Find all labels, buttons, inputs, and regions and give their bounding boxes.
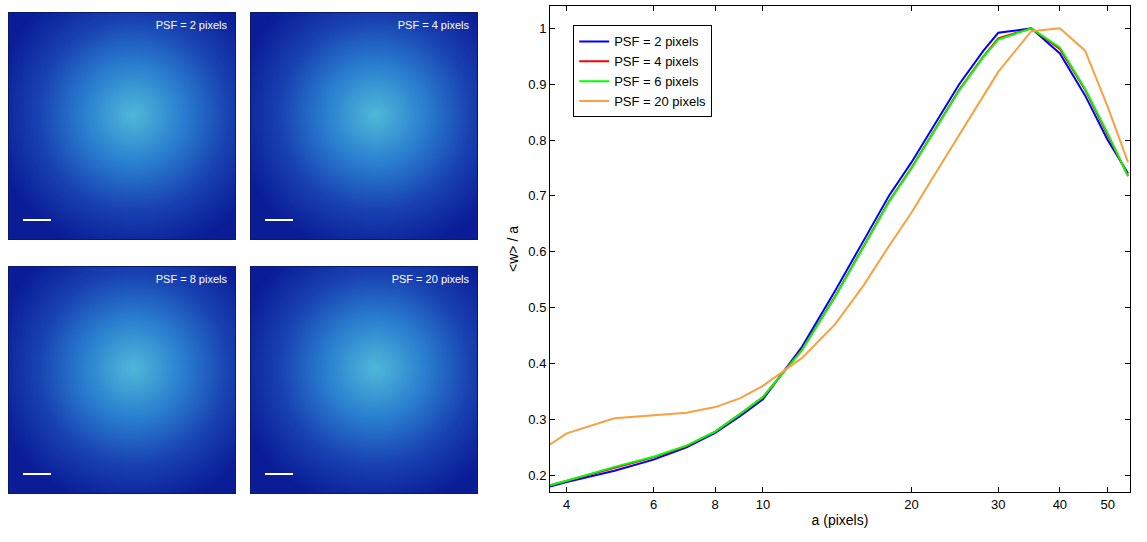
svg-text:0.3: 0.3: [528, 412, 546, 427]
svg-text:50: 50: [1100, 497, 1114, 512]
svg-text:0.8: 0.8: [528, 133, 546, 148]
html-text:PSF = 2 pixels: PSF = 2 pixels: [155, 19, 227, 31]
svg-text:6: 6: [650, 497, 657, 512]
svg-text:20: 20: [904, 497, 918, 512]
html-text:PSF = 4 pixels: PSF = 4 pixels: [397, 19, 469, 31]
svg-text:0.4: 0.4: [528, 356, 546, 371]
html-text:PSF = 8 pixels: PSF = 8 pixels: [155, 273, 227, 285]
svg-text:0.9: 0.9: [528, 77, 546, 92]
html-text:PSF = 20 pixels: PSF = 20 pixels: [391, 273, 469, 285]
svg-text:8: 8: [712, 497, 719, 512]
svg-text:0.6: 0.6: [528, 244, 546, 259]
svg-text:<w> / a: <w> / a: [505, 226, 521, 272]
svg-text:a (pixels): a (pixels): [812, 512, 869, 528]
svg-text:PSF = 2 pixels: PSF = 2 pixels: [614, 34, 699, 49]
svg-text:0.2: 0.2: [528, 468, 546, 483]
svg-text:0.7: 0.7: [528, 188, 546, 203]
svg-text:PSF = 20 pixels: PSF = 20 pixels: [614, 94, 706, 109]
svg-text:1: 1: [539, 21, 546, 36]
svg-text:PSF = 4 pixels: PSF = 4 pixels: [614, 54, 699, 69]
svg-text:40: 40: [1053, 497, 1067, 512]
svg-text:0.5: 0.5: [528, 300, 546, 315]
svg-text:10: 10: [756, 497, 770, 512]
svg-text:30: 30: [991, 497, 1005, 512]
svg-text:PSF = 6 pixels: PSF = 6 pixels: [614, 74, 699, 89]
svg-text:4: 4: [563, 497, 570, 512]
